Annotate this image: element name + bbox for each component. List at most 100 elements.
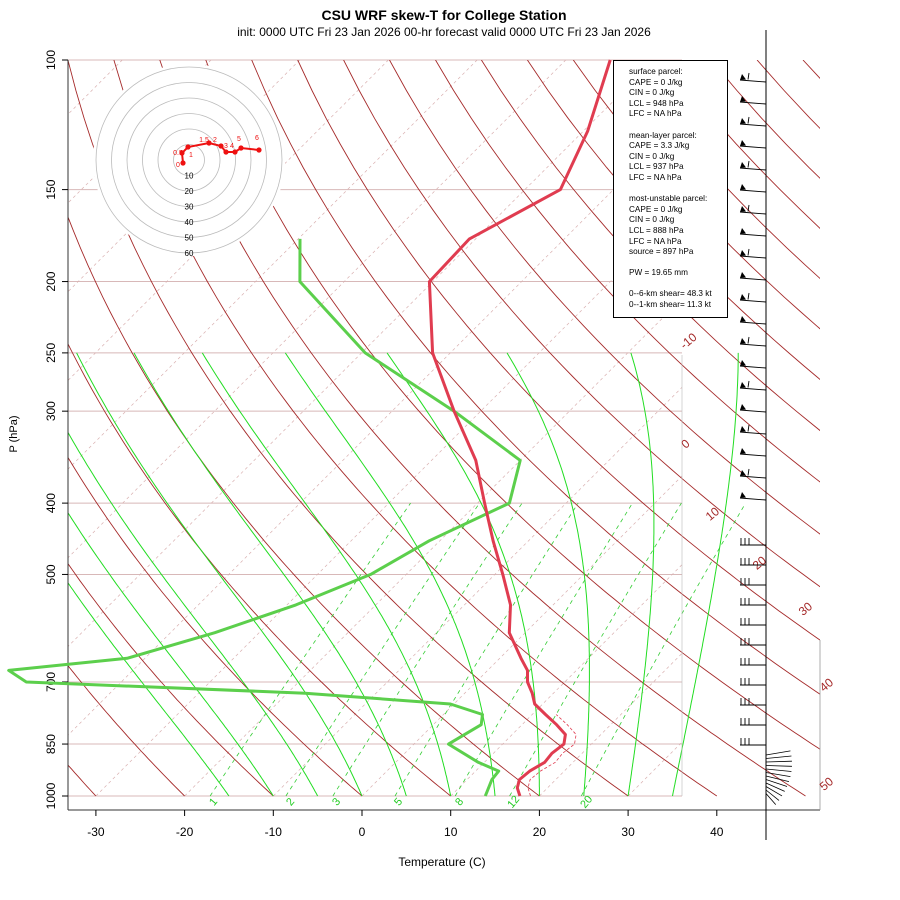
dry-adiabat-line [68, 60, 629, 797]
hodograph-point [180, 160, 186, 166]
wind-barb-tick [747, 72, 750, 80]
wind-barb-staff [739, 475, 767, 479]
wind-barb-low [765, 768, 792, 772]
wind-barb-flag [740, 426, 746, 432]
wind-barb-flag [740, 250, 746, 256]
wind-barb-flag [740, 448, 746, 454]
y-tick-label: 300 [44, 401, 58, 421]
x-tick-label: 30 [621, 825, 635, 839]
hodograph: 10 20 30 40 50 60 0 0.5 1 1.5 23 45 6 [92, 63, 286, 258]
dry-adiabat-line [68, 562, 274, 797]
wind-barb-staff [739, 255, 767, 259]
surface-parcel-block: surface parcel: CAPE = 0 J/kg CIN = 0 J/… [629, 67, 723, 120]
hodograph-point-label: 0.5 [173, 150, 183, 157]
moist-adiabat-line [284, 352, 496, 797]
hodograph-ring-label: 30 [185, 203, 194, 212]
wind-barb-flag [740, 118, 746, 124]
moist-adiabat-line [133, 352, 407, 797]
dry-adiabat-line [481, 60, 820, 432]
wind-barb-staff [739, 453, 767, 457]
y-tick-label: 250 [44, 343, 58, 363]
info-line: CAPE = 0 J/kg [629, 77, 683, 87]
dry-adiabat-line [159, 60, 806, 797]
info-line: LFC = NA hPa [629, 236, 682, 246]
wind-barb-low [765, 775, 790, 783]
hodograph-ring-label: 40 [185, 218, 194, 227]
x-tick-label: 10 [444, 825, 458, 839]
wind-barb-low [765, 755, 792, 759]
chart-title: CSU WRF skew-T for College Station [321, 7, 567, 23]
dry-adiabat-line [389, 60, 820, 535]
hodograph-ring-label: 50 [185, 234, 194, 243]
mixing-ratio-label: 1 [207, 796, 220, 808]
temperature-profile-line [427, 59, 612, 797]
dry-adiabat-line [205, 60, 820, 750]
hodograph-point-label: 2 [213, 137, 217, 144]
y-tick-label: 100 [44, 50, 58, 70]
hodograph-point [218, 143, 224, 149]
dry-adiabat-line [527, 60, 820, 380]
hodograph-ring [173, 144, 205, 176]
wind-barb-flag [740, 404, 746, 410]
info-line: LCL = 937 hPa [629, 162, 684, 172]
wind-barb-staff [739, 387, 767, 391]
mixing-ratio-line [454, 502, 633, 797]
wind-barb-tick [747, 160, 750, 168]
dewpoint-profile-line [7, 238, 522, 797]
dry-adiabat-label: -10 [677, 330, 700, 352]
wind-barb-tick [747, 292, 750, 300]
wind-barb-flag [740, 272, 746, 278]
y-tick-label: 400 [44, 493, 58, 513]
x-tick-label: -30 [87, 825, 105, 839]
x-tick-label: 0 [359, 825, 366, 839]
wind-barb-staff [739, 211, 767, 215]
y-tick-label: 200 [44, 271, 58, 291]
hodograph-ring [142, 113, 236, 207]
wind-barb-staff [739, 79, 767, 83]
hodograph-background [92, 63, 286, 257]
dry-adiabats [0, 60, 820, 797]
dry-adiabat-line [343, 60, 820, 588]
precipitable-water: PW = 19.65 mm [629, 268, 688, 278]
hodograph-ring-label: 60 [185, 249, 194, 258]
x-tick-label: 40 [710, 825, 724, 839]
y-axis-label: P (hPa) [8, 415, 20, 453]
wind-barb-staff [739, 365, 767, 369]
wind-barb-low [765, 789, 780, 801]
wind-barb-flag [740, 316, 746, 322]
hodograph-ring [157, 128, 221, 192]
y-tick-label: 500 [44, 564, 58, 584]
wind-barb-low [765, 786, 783, 797]
wind-barb-staff [739, 167, 767, 171]
wind-barb-tick [747, 116, 750, 124]
moist-adiabat-line [386, 352, 540, 796]
dry-adiabat-line [435, 60, 820, 483]
hodograph-point-label: 4 [230, 143, 234, 150]
dry-adiabat-line [113, 60, 718, 797]
mixing-ratio-label: 2 [284, 796, 297, 808]
info-line: most-unstable parcel: [629, 194, 708, 204]
wind-barb-low [765, 782, 785, 792]
hodograph-point [238, 145, 244, 151]
wind-barb-staff [739, 123, 767, 127]
wind-barb-flag [740, 140, 746, 146]
dry-adiabat-line [0, 60, 7, 796]
info-line: 0--6-km shear= 48.3 kt [629, 289, 712, 299]
wind-barb-staff [739, 145, 767, 149]
info-line: CAPE = 3.3 J/kg [629, 141, 690, 151]
moist-adiabat-line [672, 352, 739, 797]
mixing-ratio-label: 8 [453, 796, 466, 808]
dry-adiabat-line [68, 664, 185, 797]
shear-block: 0--6-km shear= 48.3 kt 0--1-km shear= 11… [629, 289, 723, 310]
hodograph-point [256, 147, 262, 153]
y-tick-label: 1000 [44, 782, 58, 809]
moist-adiabat-line [201, 352, 452, 797]
profiles [7, 59, 612, 797]
info-line: CIN = 0 J/kg [629, 88, 675, 98]
wind-barb-flag [740, 470, 746, 476]
parcel-info-box: surface parcel: CAPE = 0 J/kg CIN = 0 J/… [613, 60, 728, 318]
dry-adiabat-label: 10 [703, 504, 722, 524]
wind-barb-flag [740, 184, 746, 190]
wind-barb-staff [739, 189, 767, 193]
